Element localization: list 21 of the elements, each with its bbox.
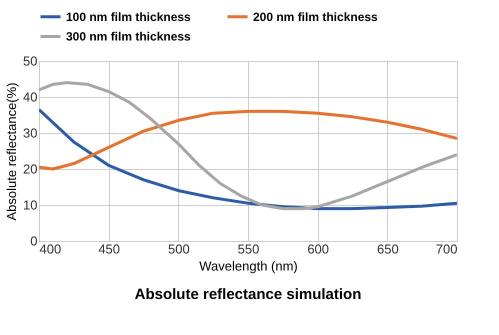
line-series xyxy=(39,110,457,170)
y-tick-label: 40 xyxy=(23,90,38,104)
line-series xyxy=(39,81,457,210)
text: Absolute reflectance simulation xyxy=(134,286,362,303)
x-axis-title: Wavelength (nm) xyxy=(199,258,298,274)
x-tick-label: 600 xyxy=(307,242,330,256)
y-tick-label: 0 xyxy=(30,234,38,248)
x-tick-label: 400 xyxy=(40,242,62,256)
legend-label: 100 nm film thickness xyxy=(66,10,192,24)
y-tick-label: 20 xyxy=(23,162,38,176)
x-tick-label: 550 xyxy=(238,242,260,256)
x-tick-label: 700 xyxy=(436,242,458,256)
x-tick-label: 500 xyxy=(168,242,190,256)
y-tick-label: 30 xyxy=(23,126,38,140)
y-tick-label: 10 xyxy=(23,198,38,212)
legend-label: 200 nm film thickness xyxy=(253,10,378,24)
legend-label: 300 nm film thickness xyxy=(66,30,192,44)
x-tick-label: 450 xyxy=(98,242,120,256)
y-axis-title: Absolute reflectance(%) xyxy=(4,82,20,221)
x-tick-label: 650 xyxy=(376,242,399,256)
y-tick-label: 50 xyxy=(23,54,38,68)
